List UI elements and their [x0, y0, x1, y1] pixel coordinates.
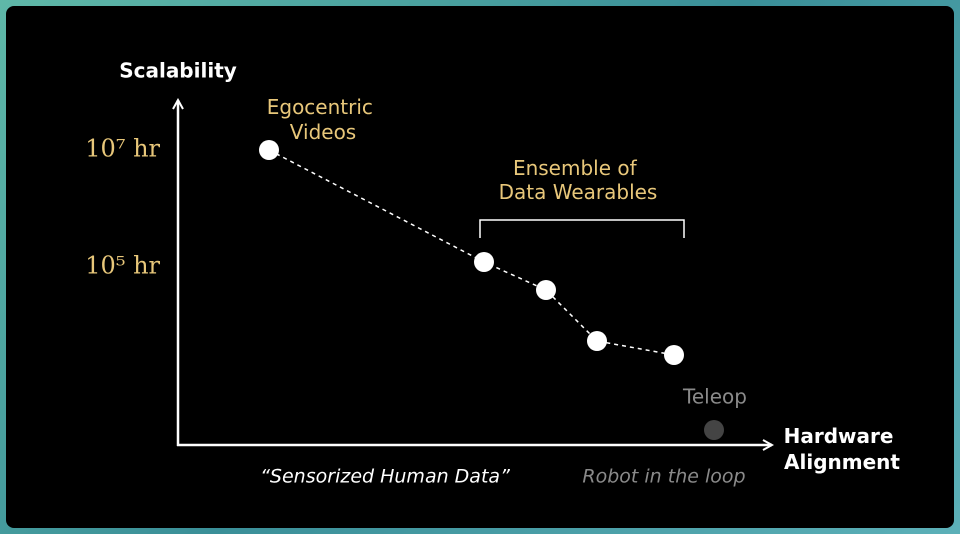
- region-label: Robot in the loop: [582, 466, 745, 488]
- region-label: “Sensorized Human Data”: [260, 466, 510, 488]
- group-label-line: Ensemble of: [513, 156, 638, 180]
- x-axis-label-line: Alignment: [784, 450, 900, 474]
- y-tick-label: 10⁵ hr: [85, 252, 160, 280]
- points: [259, 140, 684, 365]
- point: [536, 280, 556, 300]
- x-axis-label: Hardware Alignment: [784, 424, 901, 474]
- y-axis-label: Scalability: [119, 59, 237, 83]
- point: [474, 252, 494, 272]
- teleop-point: [704, 420, 724, 440]
- trend-line: [268, 149, 675, 356]
- point: [259, 140, 279, 160]
- point: [664, 345, 684, 365]
- group-bracket: [479, 219, 685, 238]
- group-label: Ensemble of Data Wearables: [499, 156, 658, 204]
- point: [587, 331, 607, 351]
- node-label: Teleop: [682, 385, 747, 409]
- node-label-line: Videos: [290, 120, 356, 144]
- x-axis-label-line: Hardware: [784, 424, 894, 448]
- node-label: Egocentric Videos: [267, 95, 380, 144]
- group-label-line: Data Wearables: [499, 180, 658, 204]
- node-label-line: Egocentric: [267, 95, 373, 119]
- y-tick-label: 10⁷ hr: [85, 135, 160, 163]
